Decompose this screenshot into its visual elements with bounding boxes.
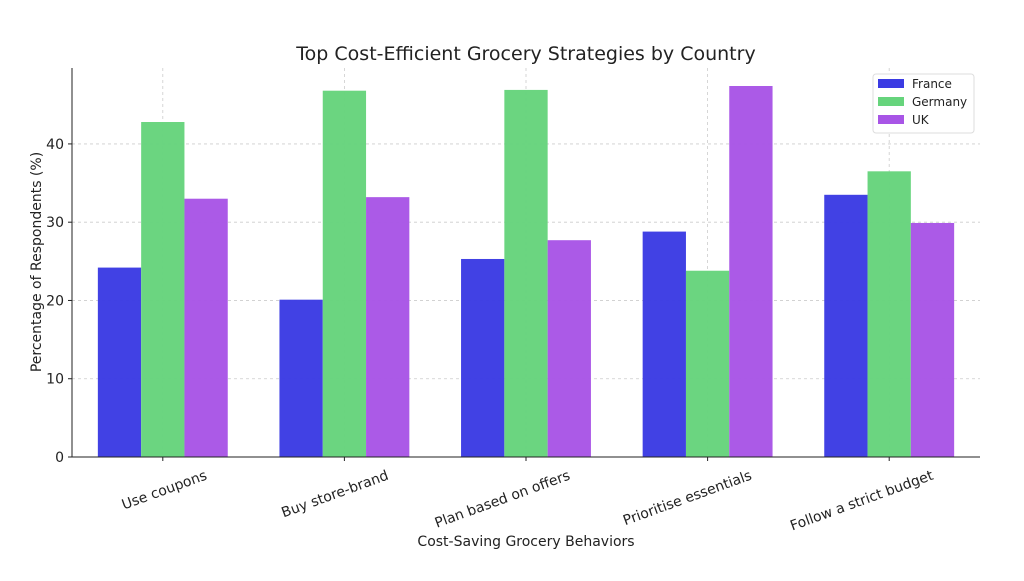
legend: France Germany UK (872, 73, 975, 134)
x-tick-label: Prioritise essentials (621, 468, 754, 529)
bar-germany-0 (141, 122, 185, 457)
legend-label: France (912, 77, 952, 91)
legend-swatch-france (878, 79, 904, 88)
legend-swatch-uk (878, 115, 904, 124)
bar-uk-0 (184, 198, 228, 457)
bar-germany-4 (867, 171, 911, 457)
y-tick-label: 30 (46, 215, 64, 231)
bars (97, 86, 955, 458)
x-tick-label: Use coupons (120, 468, 209, 514)
legend-swatch-germany (878, 97, 904, 106)
x-tick-label: Follow a strict budget (788, 468, 936, 535)
bar-france-4 (824, 194, 868, 457)
x-axis-label: Cost-Saving Grocery Behaviors (417, 534, 634, 550)
bar-france-1 (279, 299, 323, 457)
bar-uk-3 (729, 86, 773, 457)
x-tick-label: Buy store-brand (279, 468, 390, 522)
bar-uk-4 (910, 222, 955, 457)
bar-france-0 (97, 267, 142, 457)
y-tick-label: 0 (55, 450, 64, 466)
bar-france-3 (642, 231, 686, 457)
legend-label: Germany (912, 95, 967, 109)
y-axis-label: Percentage of Respondents (%) (29, 152, 45, 372)
legend-label: UK (912, 113, 930, 127)
bar-germany-2 (504, 89, 548, 457)
bar-germany-1 (322, 90, 367, 458)
x-tick-label: Plan based on offers (433, 468, 573, 532)
bar-france-2 (461, 258, 505, 457)
bar-uk-1 (366, 197, 410, 457)
y-tick-label: 40 (46, 137, 64, 153)
y-tick-label: 20 (46, 293, 64, 309)
bar-germany-3 (685, 270, 730, 457)
bar-uk-2 (547, 240, 591, 457)
chart-title: Top Cost-Efficient Grocery Strategies by… (295, 43, 755, 65)
y-tick-label: 10 (46, 372, 64, 388)
